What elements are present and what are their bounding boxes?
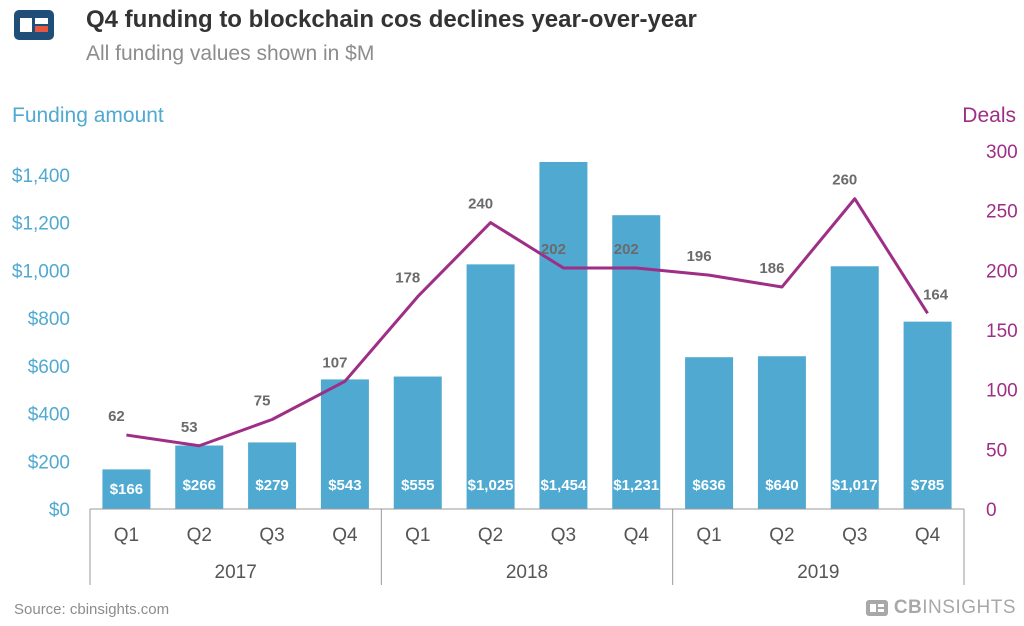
x-axis-category-label: Q1 <box>405 525 430 546</box>
left-axis-tick-label: $0 <box>49 500 70 521</box>
funding-bar <box>393 376 442 509</box>
right-axis-tick-label: 100 <box>986 381 1018 402</box>
deals-data-label: 202 <box>541 241 566 258</box>
left-axis-tick-label: $400 <box>28 405 70 426</box>
deals-data-label: 53 <box>181 419 198 436</box>
x-axis-category-label: Q4 <box>915 525 941 546</box>
left-axis-title: Funding amount <box>12 104 164 127</box>
source-note: Source: cbinsights.com <box>14 601 170 618</box>
funding-bar-label: $640 <box>765 477 798 494</box>
left-axis-tick-label: $200 <box>28 452 70 473</box>
x-axis-category-label: Q1 <box>114 525 139 546</box>
x-axis-year-label: 2017 <box>215 562 257 583</box>
x-axis-category-label: Q4 <box>624 525 650 546</box>
funding-bar-label: $166 <box>110 481 143 498</box>
funding-bar-label: $279 <box>255 477 288 494</box>
right-axis-tick-label: 50 <box>986 440 1007 461</box>
chart-title: Q4 funding to blockchain cos declines ye… <box>86 6 697 33</box>
x-axis-category-label: Q4 <box>332 525 358 546</box>
funding-bar-label: $785 <box>911 477 944 494</box>
funding-bar-label: $266 <box>183 477 216 494</box>
funding-bar <box>466 264 515 509</box>
deals-data-label: 186 <box>759 260 784 277</box>
x-axis-category-label: Q1 <box>696 525 721 546</box>
right-axis-tick-label: 250 <box>986 202 1018 223</box>
funding-bar-label: $1,231 <box>613 477 659 494</box>
left-axis-tick-label: $1,000 <box>12 261 70 282</box>
left-axis-tick-label: $1,400 <box>12 166 70 187</box>
x-axis-category-label: Q2 <box>478 525 503 546</box>
funding-bar <box>539 161 588 509</box>
funding-bar <box>830 266 879 509</box>
funding-bar-label: $1,017 <box>832 477 878 494</box>
funding-bar <box>757 356 806 509</box>
funding-bar-label: $1,454 <box>540 477 587 494</box>
deals-data-label: 178 <box>395 270 420 287</box>
deals-data-label: 75 <box>254 393 271 410</box>
funding-bar <box>685 357 734 509</box>
deals-data-label: 196 <box>687 248 712 265</box>
right-axis-tick-label: 150 <box>986 321 1018 342</box>
funding-bar-label: $636 <box>692 477 725 494</box>
funding-bar <box>175 445 224 509</box>
x-axis-category-label: Q3 <box>259 525 284 546</box>
right-axis-tick-label: 300 <box>986 142 1018 163</box>
right-axis-tick-label: 200 <box>986 261 1018 282</box>
funding-bar-label: $1,025 <box>468 477 514 494</box>
x-axis-year-label: 2018 <box>506 562 548 583</box>
cb-insights-wordmark: CBINSIGHTS <box>893 597 1016 618</box>
funding-bar <box>248 442 297 509</box>
funding-bar <box>320 379 369 509</box>
funding-bar <box>903 321 952 509</box>
funding-bar <box>102 469 151 509</box>
deals-line <box>126 197 929 448</box>
cb-insights-logo <box>14 10 54 40</box>
x-axis-category-label: Q3 <box>842 525 867 546</box>
deals-data-label: 260 <box>832 172 857 189</box>
deals-data-label: 240 <box>468 196 493 213</box>
deals-data-label: 62 <box>108 408 125 425</box>
funding-bar-label: $543 <box>328 477 361 494</box>
x-axis-year-label: 2019 <box>797 562 839 583</box>
deals-data-label: 202 <box>614 241 639 258</box>
x-axis-category-label: Q2 <box>769 525 794 546</box>
deals-data-label: 107 <box>322 354 347 371</box>
left-axis-tick-label: $800 <box>28 309 70 330</box>
right-axis-title: Deals <box>962 104 1016 127</box>
left-axis-tick-label: $1,200 <box>12 214 70 235</box>
cb-insights-mark-icon <box>865 600 888 616</box>
cb-insights-brand: CBINSIGHTS <box>865 597 1016 619</box>
left-axis-tick-label: $600 <box>28 357 70 378</box>
chart-subtitle: All funding values shown in $M <box>86 42 375 65</box>
deals-data-label: 164 <box>923 286 949 303</box>
x-axis-category-label: Q3 <box>551 525 576 546</box>
funding-bar-label: $555 <box>401 477 434 494</box>
right-axis-tick-label: 0 <box>986 500 997 521</box>
x-axis-category-label: Q2 <box>187 525 212 546</box>
funding-bar <box>612 215 661 509</box>
